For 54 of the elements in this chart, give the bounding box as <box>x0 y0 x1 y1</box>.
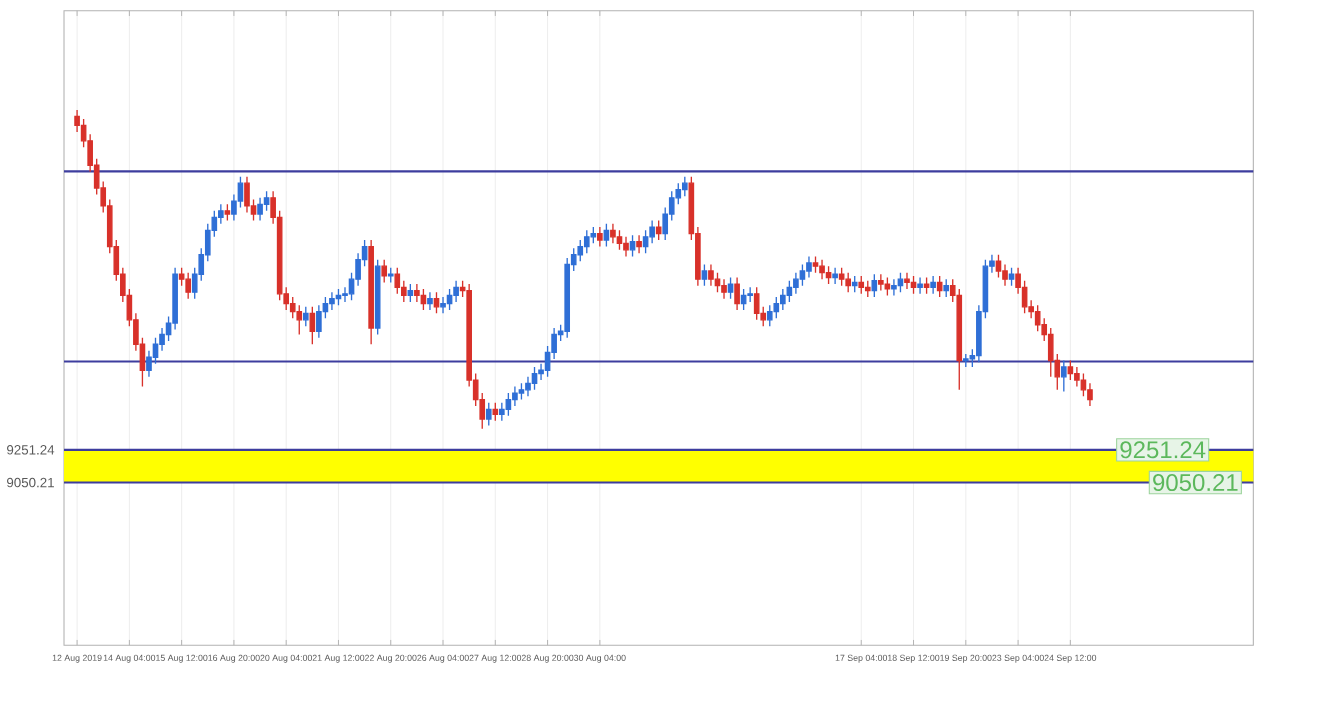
candlestick <box>681 175 688 197</box>
candlestick <box>806 255 812 279</box>
candlestick <box>780 288 786 311</box>
candlestick <box>721 278 727 300</box>
candlestick <box>597 226 603 248</box>
candlestick <box>623 236 629 258</box>
candlestick <box>387 267 394 284</box>
candlestick <box>329 291 335 311</box>
candlestick <box>590 226 597 245</box>
candlestick <box>766 304 773 328</box>
candlestick <box>773 296 780 319</box>
annotation: 9050.21 <box>1153 474 1238 492</box>
candlestick <box>185 271 192 300</box>
annotation: 9251.24 <box>1120 441 1206 459</box>
candlestick <box>485 402 492 427</box>
candlestick <box>1074 366 1080 388</box>
candlestick <box>962 353 969 368</box>
candlestick <box>636 234 642 254</box>
candlestick <box>374 258 381 336</box>
candlestick <box>316 304 322 339</box>
candlestick <box>747 286 753 303</box>
candlestick <box>943 278 950 298</box>
candlestick <box>891 278 897 297</box>
candlestick <box>832 267 838 285</box>
candlestick <box>819 258 825 280</box>
candlestick <box>257 197 263 222</box>
candlestick <box>244 175 250 214</box>
candlestick <box>753 286 760 321</box>
candlestick <box>930 275 936 295</box>
candlestick <box>1002 263 1008 287</box>
candlestick <box>1061 359 1067 393</box>
candlestick <box>583 229 590 254</box>
candlestick <box>610 223 616 245</box>
candlestick <box>793 271 799 295</box>
candlestick <box>1087 382 1093 407</box>
candlestick <box>440 296 446 315</box>
candlestick <box>368 239 374 345</box>
candlestick <box>414 283 420 303</box>
candlestick <box>708 263 714 287</box>
candlestick <box>649 219 655 245</box>
candlestick <box>453 280 459 303</box>
candlestick <box>878 273 884 292</box>
candlestick <box>734 276 740 311</box>
candlestick <box>917 276 923 295</box>
candlestick <box>858 275 865 295</box>
candlestick <box>904 271 910 290</box>
candlestick <box>427 291 433 311</box>
candlestick <box>302 306 309 328</box>
candlestick <box>381 258 388 284</box>
candlestick <box>394 267 401 295</box>
candlestick <box>871 273 878 298</box>
candlestick <box>296 304 303 336</box>
candlestick <box>845 271 851 293</box>
candlestick <box>492 402 499 422</box>
